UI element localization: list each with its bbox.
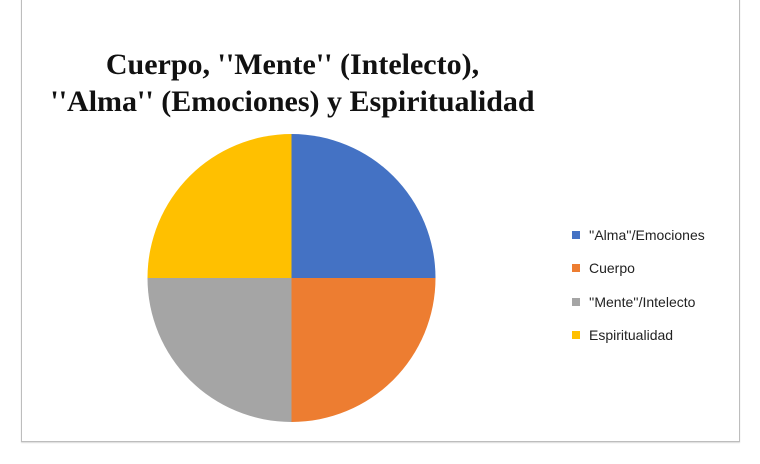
legend-item-alma: ''Alma''/Emociones — [572, 218, 705, 252]
legend-swatch-cuerpo — [572, 264, 580, 273]
chart-title-line-1: Cuerpo, ''Mente'' (Intelecto), — [105, 48, 480, 81]
pie-slice-3 — [147, 134, 292, 278]
pie-slice-1 — [291, 278, 436, 422]
chart-title: Cuerpo, ''Mente'' (Intelecto), ''Alma'' … — [0, 46, 585, 120]
pie-slice-2 — [147, 278, 292, 422]
legend-label-cuerpo: Cuerpo — [589, 260, 635, 277]
legend-item-cuerpo: Cuerpo — [572, 252, 705, 286]
chart-title-line-2: ''Alma'' (Emociones) y Espiritualidad — [50, 85, 535, 118]
legend-swatch-mente — [572, 297, 580, 306]
pie-slices — [147, 134, 436, 422]
legend-label-alma: ''Alma''/Emociones — [589, 226, 705, 243]
legend-item-mente: ''Mente''/Intelecto — [572, 285, 705, 319]
legend-label-mente: ''Mente''/Intelecto — [589, 293, 696, 310]
legend-label-espiritualidad: Espiritualidad — [589, 327, 674, 344]
chart-area — [21, 0, 740, 442]
legend: ''Alma''/Emociones Cuerpo ''Mente''/Inte… — [572, 218, 705, 352]
legend-swatch-alma — [572, 230, 580, 239]
legend-swatch-espiritualidad — [572, 331, 580, 340]
pie-slice-0 — [291, 134, 436, 278]
legend-item-espiritualidad: Espiritualidad — [572, 319, 705, 353]
